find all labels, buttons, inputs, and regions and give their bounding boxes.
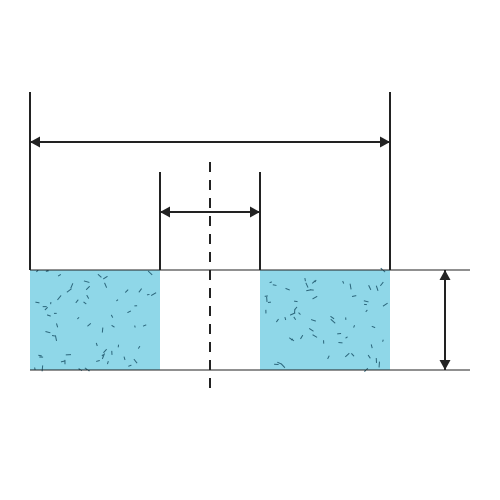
diagram-svg (0, 0, 500, 500)
